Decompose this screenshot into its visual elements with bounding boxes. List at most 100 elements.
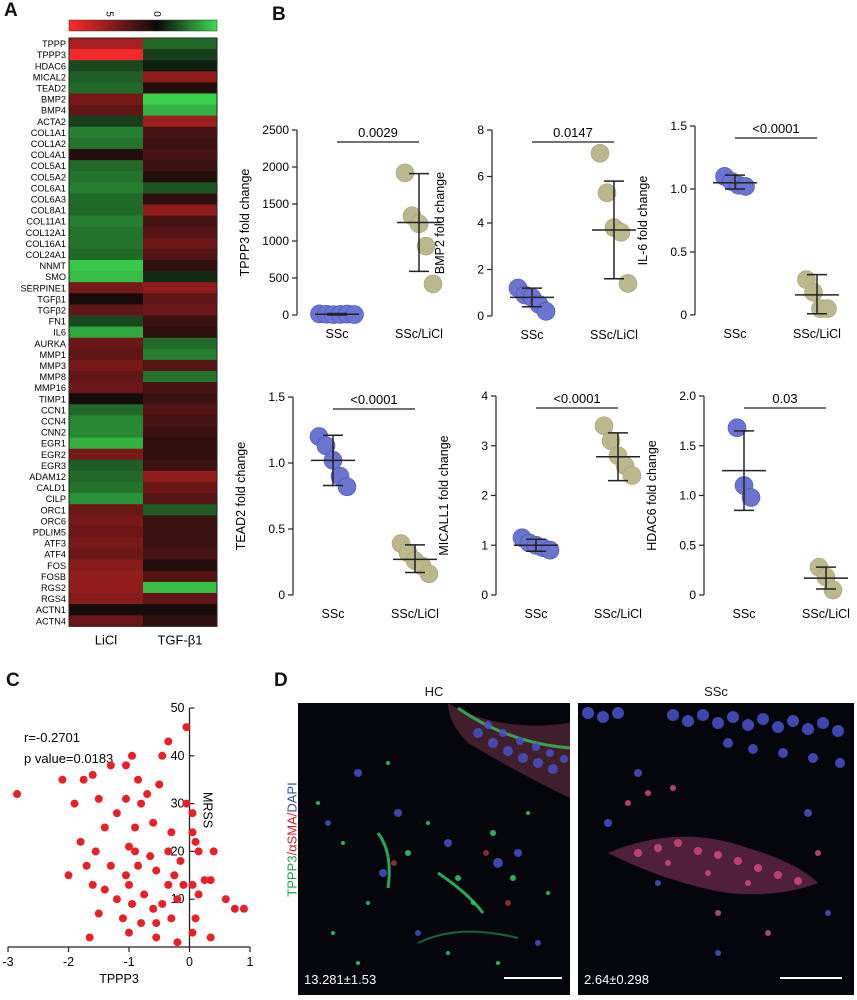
corr-point — [188, 828, 197, 837]
dotplot-y-tick-label: 0 — [282, 308, 289, 322]
heatmap-row-label: CALD1 — [36, 483, 66, 493]
heatmap-row-label: COL24A1 — [26, 250, 66, 260]
heatmap-cell — [69, 537, 143, 549]
heatmap-cell — [69, 160, 143, 172]
corr-point — [167, 914, 176, 923]
corr-point — [164, 880, 173, 889]
heatmap-row-label: TPPP — [42, 39, 66, 49]
corr-point — [112, 895, 121, 904]
corr-point — [128, 899, 137, 908]
heatmap-cell — [143, 226, 217, 239]
corr-point — [112, 809, 121, 818]
corr-y-label: MRSS — [201, 792, 215, 828]
heatmap-cell — [143, 493, 217, 505]
heatmap-cell — [69, 282, 143, 294]
heatmap-row-label: TEAD2 — [36, 84, 66, 94]
heatmap-cell — [143, 448, 217, 461]
heatmap-cell — [143, 182, 217, 194]
dotplot-5: 0 0.5 1.0 1.5 2.0 HDAC6 fold change SSc SSc/LiC… — [645, 389, 850, 621]
heatmap-row-label: COL5A1 — [31, 161, 66, 171]
heatmap-cell — [69, 260, 143, 272]
corr-point — [76, 837, 85, 846]
heatmap-cell — [143, 537, 217, 549]
heatmap-row-label: MMP3 — [39, 361, 66, 371]
dotplot-y-tick-label: 4 — [477, 216, 484, 230]
heatmap-cell — [143, 293, 217, 305]
heatmap-cell — [143, 426, 217, 438]
heatmap-row-label: MMP8 — [39, 372, 66, 382]
heatmap-cell — [143, 115, 217, 128]
heatmap-cell — [69, 615, 143, 627]
heatmap-cell — [69, 71, 143, 83]
heatmap-row-label: RGS4 — [41, 594, 66, 604]
corr-point — [152, 866, 161, 875]
dotplot-y-tick-label: 1500 — [262, 197, 289, 211]
corr-point — [79, 775, 88, 784]
heatmap-cell — [69, 415, 143, 427]
corr-x-tick-label: 1 — [247, 955, 254, 969]
heatmap-cell — [69, 559, 143, 572]
corr-point — [88, 880, 97, 889]
heatmap-row-label: EGR3 — [41, 461, 66, 471]
heatmap-cell — [69, 226, 143, 239]
heatmap-cell — [69, 304, 143, 316]
heatmap-row-label: ADAM12 — [29, 472, 66, 482]
corr-point — [221, 895, 230, 904]
heatmap-cell — [69, 38, 143, 50]
corr-point — [164, 737, 173, 746]
micro-title-ssc: SSc — [704, 684, 728, 699]
heatmap-cell — [69, 104, 143, 117]
corr-point — [188, 809, 197, 818]
heatmap-row-label: EGR1 — [41, 439, 66, 449]
corr-point — [152, 919, 161, 928]
corr-x-tick-label: -2 — [63, 955, 74, 969]
heatmap-border — [68, 37, 218, 627]
panel-label-d: D — [274, 670, 288, 691]
heatmap-cell — [69, 359, 143, 372]
heatmap-row-label: CCN1 — [41, 405, 66, 415]
heatmap-cell — [143, 593, 217, 605]
heatmap-cell — [143, 581, 217, 594]
heatmap-cell — [69, 548, 143, 561]
heatmap-row-label: ACTN1 — [36, 605, 66, 615]
corr-point — [137, 799, 146, 808]
heatmap-row-label: TGFβ2 — [37, 306, 66, 316]
heatmap-cell — [69, 137, 143, 150]
heatmap-cell — [143, 415, 217, 427]
corr-point — [125, 842, 133, 851]
micro-image-hc: 13.281±1.53 — [298, 703, 570, 995]
corr-y-tick-label: 40 — [171, 749, 185, 763]
dotplot-y-tick-label: 4 — [481, 389, 488, 403]
dotplot-y-tick-label: 6 — [477, 170, 484, 184]
heatmap-cell — [143, 482, 217, 494]
heatmap-row-label: ORC6 — [40, 516, 66, 526]
dotplot-pvalue: <0.0001 — [553, 391, 600, 406]
heatmap-cell — [69, 526, 143, 538]
dotplot-y-tick-label: 2 — [477, 263, 484, 277]
heatmap-column-label: TGF-β1 — [157, 632, 202, 647]
heatmap-cell — [69, 49, 143, 61]
dotplot-point — [419, 564, 439, 584]
heatmap-cell — [69, 293, 143, 305]
dotplot-point — [741, 488, 761, 507]
dotplot-y-tick-label: 0 — [278, 588, 285, 602]
dotplot-pvalue: 0.03 — [772, 391, 797, 406]
heatmap-cell — [69, 193, 143, 205]
heatmap-row-label: COL8A1 — [31, 206, 66, 216]
corr-point — [149, 904, 158, 913]
corr-point — [194, 890, 203, 899]
corr-point — [173, 938, 182, 947]
dotplot-y-tick-label: 1 — [481, 538, 488, 552]
heatmap-row-label: CNN2 — [41, 428, 66, 438]
corr-point — [140, 890, 149, 899]
heatmap-cell — [69, 581, 143, 594]
dotplot-pvalue: <0.0001 — [752, 121, 799, 136]
heatmap-row-label: COL1A1 — [31, 128, 66, 138]
heatmap-cell — [143, 371, 217, 383]
heatmap-row-label: COL11A1 — [26, 217, 66, 227]
corr-point — [170, 871, 179, 880]
heatmap-row-label: BMP2 — [41, 95, 66, 105]
corr-point — [100, 823, 109, 832]
heatmap-cell — [69, 393, 143, 405]
